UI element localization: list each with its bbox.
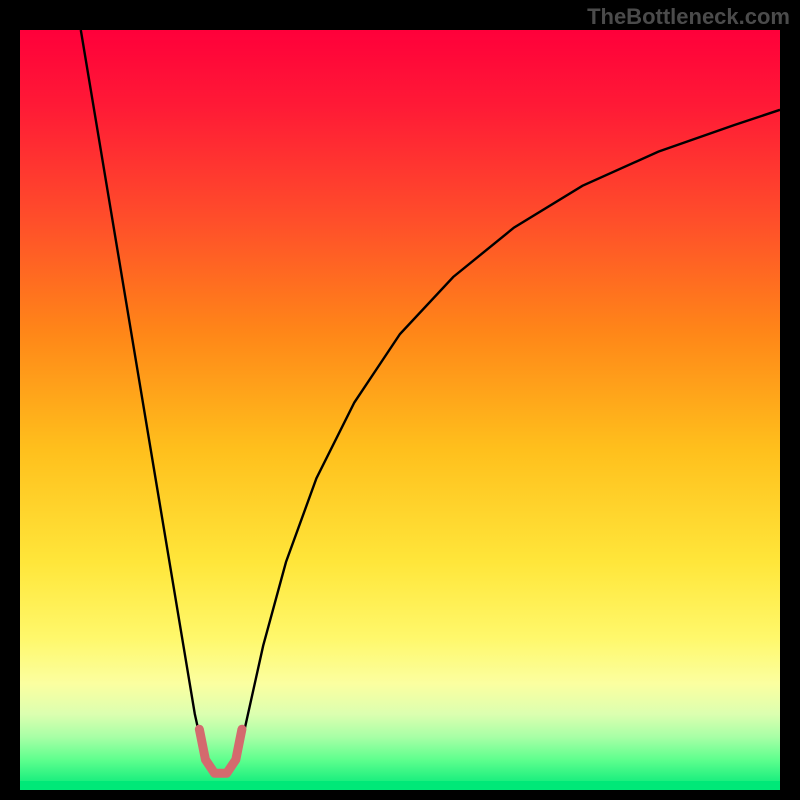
bottleneck-curve-left: [81, 30, 203, 748]
plot-area: [20, 30, 780, 790]
bottleneck-curve-right: [240, 110, 780, 748]
notch-marker-u: [199, 729, 242, 773]
curve-layer: [20, 30, 780, 790]
chart-frame: [20, 30, 780, 790]
watermark-text: TheBottleneck.com: [587, 4, 790, 30]
